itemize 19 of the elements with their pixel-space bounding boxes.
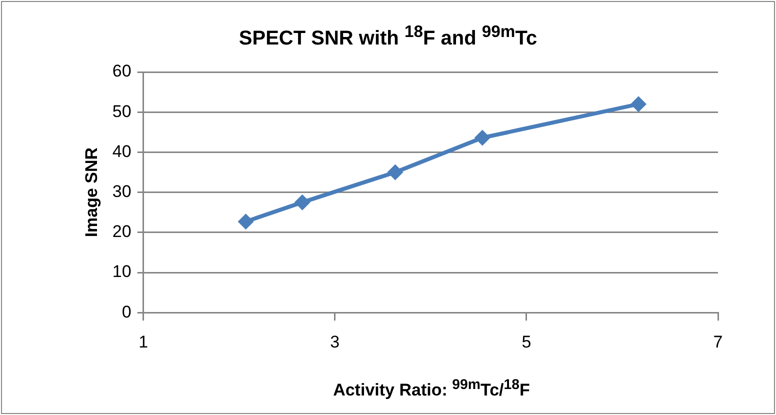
y-tick-label: 40 (112, 142, 132, 161)
y-tick-label: 60 (112, 62, 132, 81)
x-tick-label: 5 (522, 332, 532, 352)
point (630, 96, 646, 112)
y-tick-label: 50 (112, 102, 132, 121)
y-tick-label: 10 (112, 262, 132, 282)
y-axis-title: Image SNR (82, 147, 101, 238)
chart-title: SPECT SNR with $^{18}$F and $^{99m}$Tc (238, 22, 538, 51)
point (294, 194, 310, 210)
y-tick-label: 30 (112, 182, 132, 201)
point (474, 130, 490, 146)
y-tick-label: 20 (112, 222, 132, 242)
y-tick-label: 0 (122, 302, 132, 322)
x-tick-label: 7 (713, 332, 723, 352)
x-tick-label: 1 (138, 332, 148, 352)
x-tick-label: 3 (330, 332, 340, 352)
x-axis-title: Activity Ratio: $^{99m}$Tc/$^{18}$F (332, 377, 531, 401)
point (387, 164, 404, 180)
point (238, 214, 254, 230)
